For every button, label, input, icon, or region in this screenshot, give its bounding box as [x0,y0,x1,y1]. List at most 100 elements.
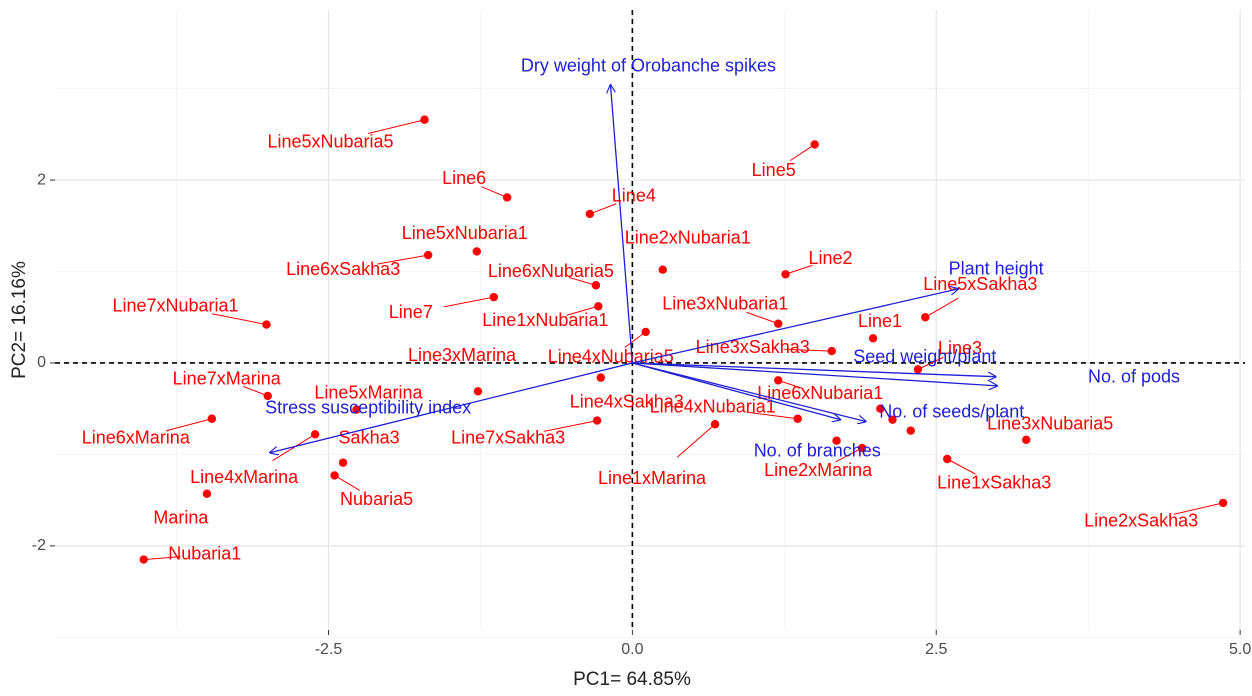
label-leader [334,475,361,491]
point [774,319,783,328]
label-leader [835,447,863,463]
point-label: Line6 [442,168,486,188]
point [1022,435,1031,444]
point [592,416,602,425]
loading-arrow [632,362,865,422]
point-label: Line2xNubaria1 [625,227,751,247]
point [423,250,433,260]
point [710,420,720,429]
loading-label: Dry weight of Orobanche spikes [521,56,776,76]
loading-arrow [610,85,634,364]
point-label: Line3 [938,338,982,358]
point [942,454,952,464]
point [1218,498,1228,508]
point [472,247,481,256]
label-leader [568,276,597,286]
label-leader [166,418,212,432]
point-label: Line4xNubaria1 [650,397,776,417]
point-label: Line2xMarina [764,460,873,480]
label-leader [566,305,599,316]
label-leader [272,433,316,462]
label-leader [917,356,944,370]
x-tick-label: -2.5 [315,641,343,658]
x-tick-label: 0.0 [621,641,643,658]
x-axis-title: PC1= 64.85% [573,669,691,690]
loading-label: Seed weight/plant [853,346,996,366]
point-label: Marina [153,507,209,527]
point [202,489,212,498]
point [857,443,867,453]
label-leader [746,311,779,325]
point [352,405,361,414]
label-leader [211,313,267,326]
x-tick-label: 5.0 [1229,641,1251,658]
loading-label: Stress susceptibility index [265,397,471,417]
point-label: Line7 [389,302,433,322]
label-leader [443,296,494,308]
label-leader [481,186,508,198]
label-leader [946,458,976,475]
point-label: Nubaria1 [168,543,241,563]
point-label: Line6xNubaria1 [757,383,883,403]
point [832,436,841,445]
point-label: Line4xSakha3 [570,391,684,411]
point [793,414,802,423]
label-leader [589,203,617,215]
point-label: Line3xMarina [408,345,517,365]
y-tick-label: 0 [37,354,46,371]
point-label: Sakha3 [339,427,400,447]
point [596,373,605,382]
point [641,327,650,337]
point-label: Line2xSakha3 [1084,511,1198,531]
point-label: Line3xNubaria1 [662,293,788,313]
label-leader [778,379,804,390]
y-tick-label: -2 [32,537,46,554]
point-label: Line3xSakha3 [696,337,810,357]
label-leader [925,297,959,318]
loading-label: Plant height [949,259,1044,279]
loading-label: No. of branches [754,440,881,460]
point [139,555,148,564]
point [921,313,930,322]
point-label: Line4xMarina [190,467,299,487]
point-label: Line1 [858,311,902,331]
point-label: Line5xNubaria1 [402,223,528,243]
point [591,281,601,290]
point-label: Line7xSakha3 [451,427,565,447]
label-leader [368,119,425,135]
x-tick-label: 2.5 [925,641,947,658]
point-label: Line5 [752,160,796,180]
point [330,471,339,480]
loading-label: No. of seeds/plant [879,401,1024,421]
point [658,265,667,274]
point-label: Line5xMarina [314,382,423,402]
point-label: Line2 [809,248,853,268]
point-label: Nubaria5 [340,489,413,509]
point [888,415,897,424]
loading-arrow [632,289,958,364]
point-label: Line5xNubaria5 [267,131,393,151]
point [774,376,783,385]
y-tick-label: 2 [37,171,46,188]
label-leader [784,348,832,352]
point [473,387,483,396]
label-leader [543,420,598,432]
label-leader [1173,502,1224,515]
point-label: Line1xSakha3 [937,473,1051,493]
label-leader [624,331,647,348]
loading-arrow [632,362,995,377]
loading-arrow [270,362,633,453]
loading-label: No. of pods [1088,367,1180,387]
point-label: Line7xMarina [173,369,282,389]
label-leader [143,556,181,561]
point [827,346,836,356]
label-leader [377,254,429,265]
label-leader [789,144,815,162]
point [207,414,217,423]
label-leader [746,411,798,420]
point [263,391,272,401]
label-leader [242,385,268,397]
point [781,270,790,279]
point [310,430,320,439]
